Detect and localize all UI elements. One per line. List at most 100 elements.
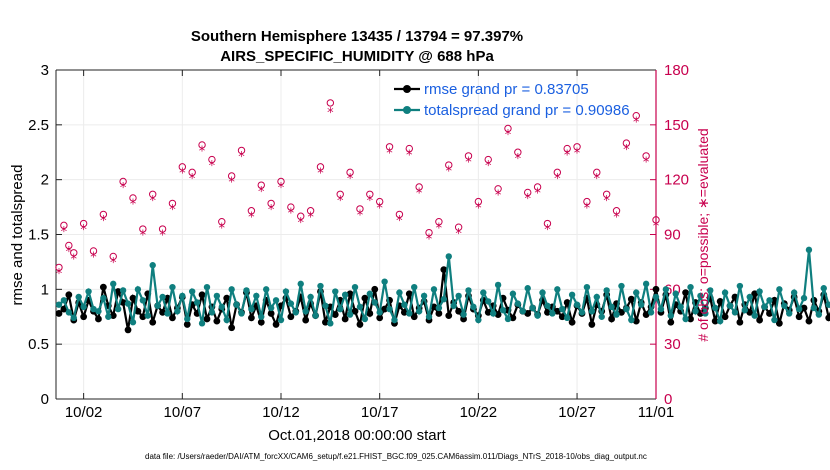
- obs-possible-point: [336, 190, 344, 198]
- obs-evaluated-point: *: [130, 198, 137, 213]
- spread-point: [70, 314, 77, 322]
- obs-evaluated-point: *: [367, 194, 374, 209]
- obs-evaluated-point: *: [209, 159, 216, 174]
- rmse-point: [302, 316, 310, 324]
- obs-possible-point: [385, 143, 394, 151]
- rmse-point: [751, 290, 759, 298]
- obs-evaluated-point: *: [554, 172, 561, 187]
- rmse-point: [455, 307, 463, 315]
- rmse-point: [341, 315, 349, 323]
- spread-point: [351, 283, 359, 291]
- obs-possible-point: [435, 218, 443, 226]
- obs-evaluated-point: *: [446, 165, 453, 180]
- spread-point: [657, 305, 665, 313]
- obs-evaluated-point: *: [278, 181, 285, 196]
- rmse-point: [509, 314, 517, 322]
- tick-label-right: 90: [664, 227, 681, 244]
- obs-possible-point: [395, 210, 404, 219]
- spread-point: [578, 309, 586, 316]
- rmse-point: [494, 311, 502, 318]
- spread-point: [292, 309, 300, 316]
- spread-point: [188, 288, 196, 295]
- tick-label-right: 120: [664, 172, 689, 189]
- tick-label-left: 0: [41, 391, 49, 408]
- spread-point: [815, 311, 823, 318]
- spread-point: [198, 320, 206, 327]
- rmse-point: [322, 318, 329, 326]
- obs-possible-point: [484, 155, 492, 164]
- spread-point: [312, 312, 319, 319]
- rmse-point: [405, 290, 413, 298]
- obs-evaluated-point: *: [179, 167, 186, 182]
- rmse-point: [771, 296, 778, 304]
- rmse-point: [124, 326, 132, 334]
- obs-possible-point: [198, 141, 206, 149]
- obs-evaluated-point: *: [603, 194, 610, 209]
- spread-point: [563, 314, 571, 322]
- tick-label-left: 0.5: [28, 336, 49, 353]
- spread-point: [243, 287, 250, 294]
- obs-possible-point: [65, 241, 73, 250]
- spread-point: [114, 305, 122, 313]
- tick-label-right: 180: [664, 62, 689, 79]
- spread-point: [411, 283, 418, 291]
- rmse-point: [711, 317, 719, 325]
- chart-title-line2: AIRS_SPECIFIC_HUMIDITY @ 688 hPa: [220, 48, 494, 65]
- obs-possible-point: [593, 168, 601, 177]
- spread-point: [539, 289, 546, 296]
- obs-possible-point: [79, 219, 88, 228]
- spread-point: [391, 316, 398, 324]
- obs-evaluated-point: *: [485, 159, 492, 174]
- obs-evaluated-point: *: [584, 201, 591, 216]
- obs-possible-point: [464, 152, 473, 160]
- obs-possible-point: [109, 252, 117, 261]
- spread-point: [460, 311, 467, 318]
- obs-possible-point: [524, 188, 532, 197]
- spread-point: [184, 315, 191, 323]
- spread-point: [672, 290, 679, 297]
- rmse-point: [139, 313, 147, 321]
- rmse-point: [667, 318, 675, 326]
- spread-point: [573, 301, 581, 308]
- rmse-point: [381, 305, 389, 313]
- spread-point: [554, 286, 561, 293]
- rmse-point: [114, 288, 122, 295]
- rmse-point: [183, 321, 191, 328]
- obs-evaluated-point: *: [317, 167, 324, 182]
- obs-possible-point: [346, 168, 354, 177]
- obs-possible-point: [622, 139, 631, 147]
- spread-point: [420, 292, 428, 300]
- rmse-point: [588, 321, 596, 328]
- obs-possible-point: [99, 210, 108, 219]
- obs-possible-point: [139, 225, 147, 233]
- rmse-point: [775, 319, 783, 327]
- rmse-point: [109, 312, 117, 320]
- rmse-point: [800, 304, 808, 312]
- obs-possible-point: [55, 263, 63, 272]
- rmse-point: [430, 303, 438, 311]
- obs-evaluated-point: *: [80, 223, 87, 238]
- obs-possible-point: [178, 163, 187, 171]
- obs-evaluated-point: *: [307, 210, 314, 225]
- obs-evaluated-point: *: [327, 106, 334, 121]
- spread-point: [124, 300, 132, 307]
- obs-possible-point: [543, 219, 552, 228]
- legend-swatch-marker: [403, 106, 411, 114]
- obs-possible-point: [277, 177, 285, 186]
- obs-possible-point: [375, 197, 384, 206]
- tick-label-x: 10/27: [558, 404, 596, 421]
- rmse-point: [632, 317, 640, 325]
- obs-possible-point: [267, 199, 275, 208]
- obs-possible-point: [514, 148, 522, 156]
- obs-evaluated-point: *: [189, 172, 196, 187]
- obs-possible-point: [642, 152, 650, 160]
- obs-evaluated-point: *: [120, 181, 127, 196]
- spread-point: [716, 317, 724, 325]
- spread-point: [440, 296, 448, 303]
- spread-point: [524, 285, 531, 292]
- obs-possible-point: [70, 249, 78, 257]
- spread-point: [494, 281, 502, 289]
- spread-point: [623, 305, 630, 313]
